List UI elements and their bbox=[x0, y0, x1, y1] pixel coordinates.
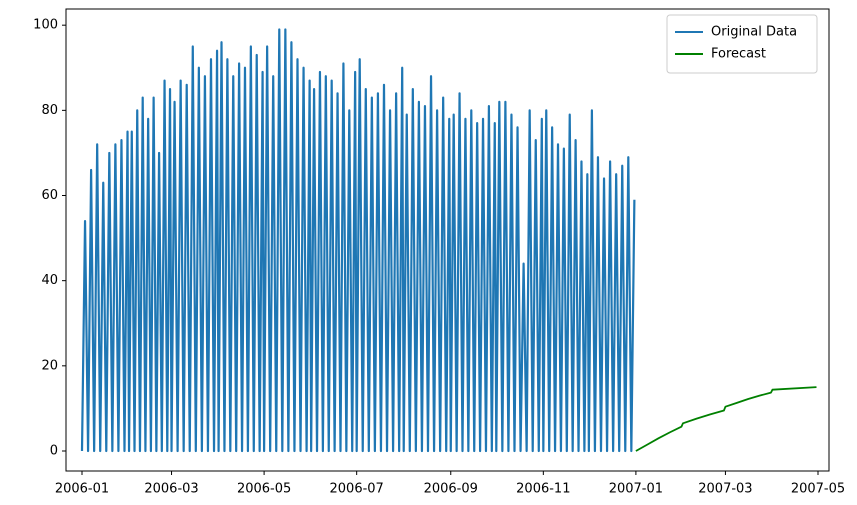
y-tick-label: 60 bbox=[41, 188, 58, 203]
x-tick-label: 2006-07 bbox=[330, 482, 384, 497]
x-tick-label: 2006-11 bbox=[516, 482, 570, 497]
y-tick-label: 20 bbox=[41, 358, 58, 373]
y-tick-label: 100 bbox=[33, 18, 58, 33]
x-tick-label: 2006-03 bbox=[144, 482, 198, 497]
y-tick-label: 40 bbox=[41, 273, 58, 288]
y-tick-label: 80 bbox=[41, 103, 58, 118]
y-tick-label: 0 bbox=[50, 443, 58, 458]
legend-box bbox=[666, 14, 818, 74]
legend-label: Original Data bbox=[711, 25, 797, 40]
x-tick-label: 2006-01 bbox=[55, 482, 109, 497]
x-tick-label: 2006-05 bbox=[237, 482, 291, 497]
series-line bbox=[80, 28, 636, 453]
plot-frame bbox=[65, 8, 830, 472]
legend-label: Forecast bbox=[711, 47, 766, 62]
x-tick-label: 2006-09 bbox=[424, 482, 478, 497]
x-tick-label: 2007-05 bbox=[791, 482, 845, 497]
x-tick-label: 2007-03 bbox=[698, 482, 752, 497]
series-line bbox=[635, 386, 817, 452]
x-tick-label: 2007-01 bbox=[609, 482, 663, 497]
